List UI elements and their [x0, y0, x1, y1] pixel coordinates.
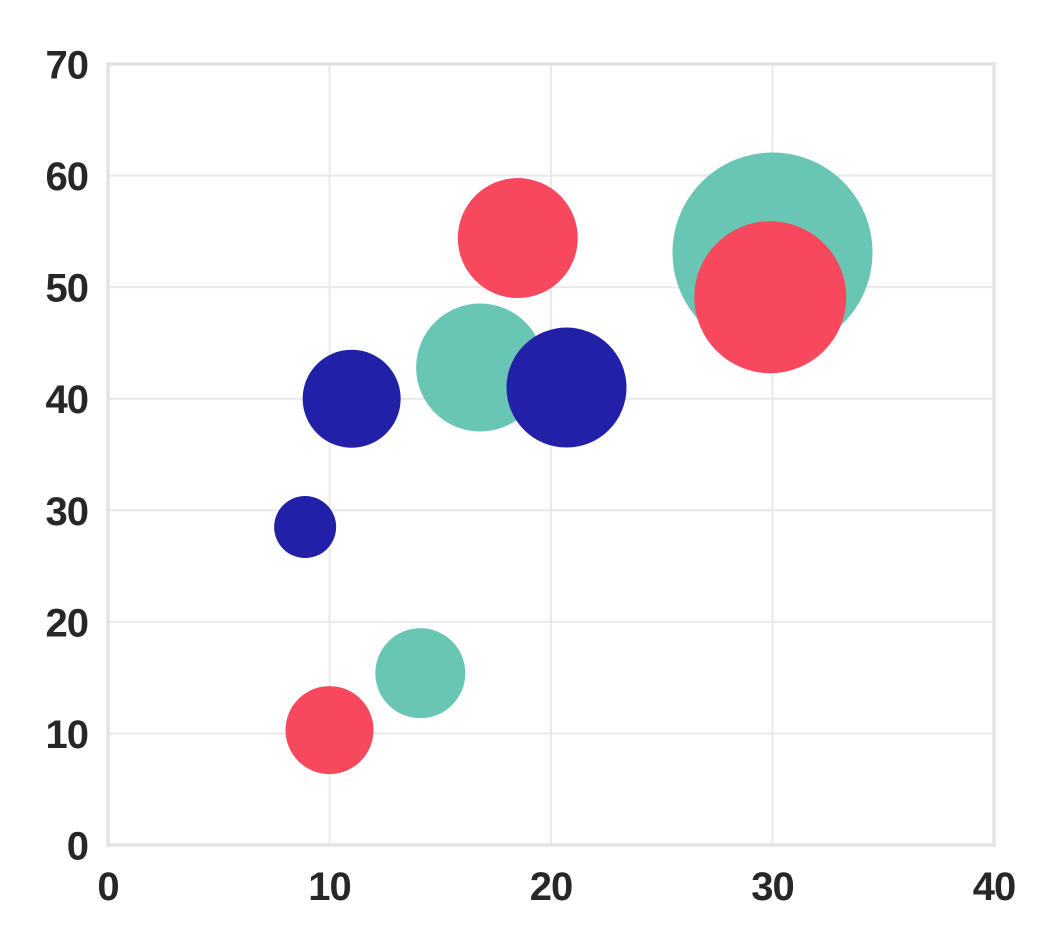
y-tick-label: 70: [46, 44, 89, 88]
bubbles-layer: [274, 152, 873, 775]
y-tick-label: 40: [46, 378, 89, 422]
gridlines-layer: [108, 64, 994, 845]
bubble-coral-red-3[interactable]: [694, 221, 847, 374]
plot-border: [106, 62, 996, 847]
y-axis-tick-labels: 0 10 20 30 40 50 60 70: [46, 44, 90, 869]
plot-border-layer: [106, 62, 996, 847]
x-tick-label: 0: [97, 865, 118, 909]
bubble-teal-1[interactable]: [375, 628, 466, 719]
bubble-indigo-blue-1[interactable]: [274, 496, 337, 559]
y-tick-label: 50: [46, 267, 89, 311]
bubble-coral-red-1[interactable]: [285, 686, 374, 775]
x-tick-label: 10: [308, 865, 351, 909]
x-tick-label: 30: [751, 865, 794, 909]
y-tick-label: 10: [46, 713, 89, 757]
x-tick-label: 40: [973, 865, 1016, 909]
y-tick-label: 30: [46, 490, 89, 534]
bubble-indigo-blue-3[interactable]: [506, 327, 627, 448]
x-tick-label: 20: [530, 865, 573, 909]
y-tick-label: 20: [46, 601, 89, 645]
bubble-coral-red-2[interactable]: [457, 178, 578, 299]
bubble-indigo-blue-2[interactable]: [302, 349, 401, 448]
y-tick-label: 60: [46, 155, 89, 199]
y-tick-label: 0: [67, 825, 88, 869]
x-axis-tick-labels: 0 10 20 30 40: [97, 865, 1016, 909]
